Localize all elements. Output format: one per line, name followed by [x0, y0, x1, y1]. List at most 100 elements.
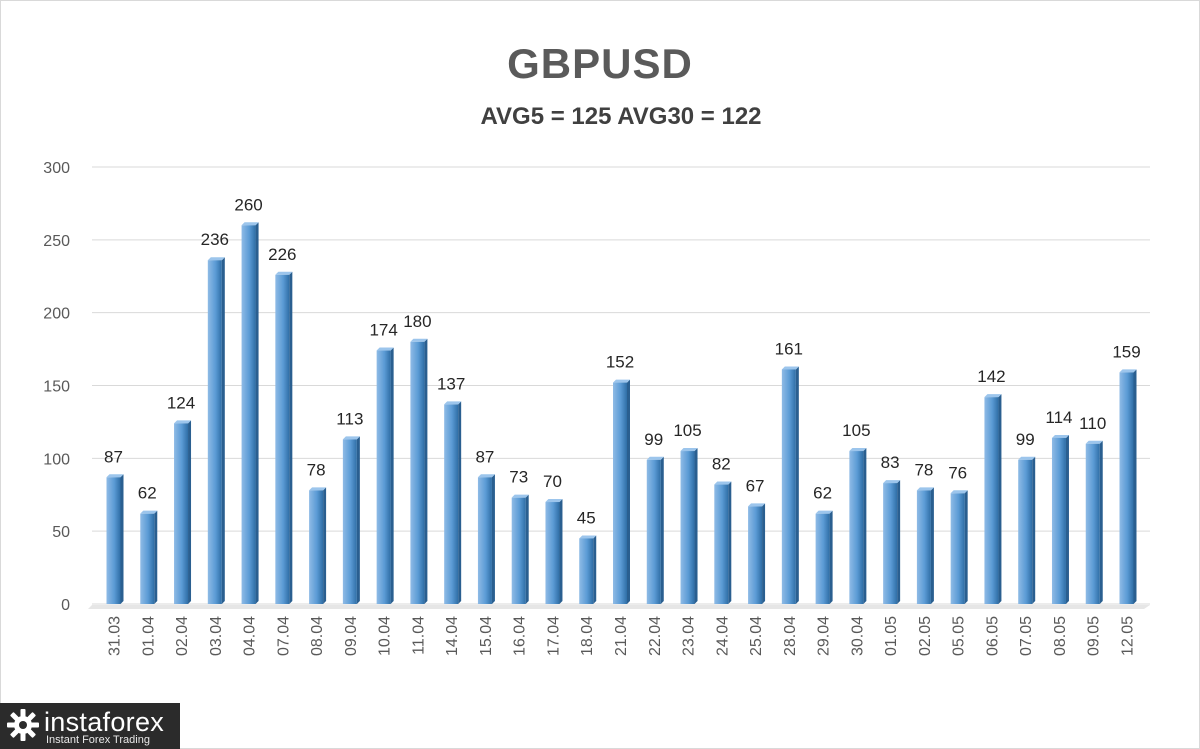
bar-top — [309, 487, 327, 491]
bar-side — [694, 448, 698, 604]
x-tick-label: 01.04 — [140, 616, 157, 656]
x-tick-label: 07.04 — [275, 616, 292, 656]
bar-side — [762, 503, 766, 604]
data-label: 62 — [138, 484, 157, 503]
bar-top — [781, 366, 799, 370]
bar — [140, 513, 155, 604]
bar — [1085, 443, 1100, 604]
x-tick-label: 08.05 — [1052, 616, 1069, 656]
x-tick-label: 29.04 — [816, 616, 833, 656]
bar-side — [458, 401, 462, 604]
chart-floor — [88, 605, 1150, 609]
x-tick-label: 30.04 — [849, 616, 866, 656]
bar-top — [444, 401, 462, 405]
y-tick-label: 150 — [43, 379, 70, 396]
bar — [680, 451, 695, 604]
bar-side — [221, 257, 225, 604]
data-label: 99 — [1016, 430, 1035, 449]
data-label: 114 — [1045, 408, 1072, 427]
y-tick-label: 300 — [43, 160, 70, 177]
data-label: 45 — [577, 508, 596, 527]
bar-top — [613, 379, 630, 383]
bar — [309, 490, 324, 604]
bar-top — [275, 271, 293, 275]
data-label: 137 — [437, 374, 465, 393]
bar — [950, 493, 965, 604]
x-tick-label: 21.04 — [613, 616, 630, 656]
chart-subtitle: AVG5 = 125 AVG30 = 122 — [480, 103, 762, 130]
bar — [984, 397, 999, 604]
data-label: 174 — [369, 321, 397, 340]
bar — [849, 451, 864, 604]
bar — [174, 423, 189, 604]
bar-side — [323, 487, 327, 604]
y-tick-label: 200 — [43, 306, 70, 323]
data-label: 105 — [673, 421, 701, 440]
data-label: 99 — [644, 430, 663, 449]
bar-top — [1119, 369, 1137, 373]
y-tick-label: 50 — [52, 524, 70, 541]
data-label: 76 — [948, 463, 967, 482]
bar — [646, 459, 661, 604]
data-label: 152 — [606, 353, 634, 372]
x-tick-label: 18.04 — [579, 616, 596, 656]
bar — [883, 483, 898, 604]
bar — [477, 477, 492, 604]
x-tick-label: 09.04 — [343, 616, 360, 656]
data-label: 87 — [475, 447, 494, 466]
bar-top — [477, 474, 495, 478]
x-tick-label: 23.04 — [681, 616, 698, 656]
x-tick-label: 01.05 — [883, 616, 900, 656]
x-tick-label: 28.04 — [782, 616, 799, 656]
bar-side — [964, 490, 968, 604]
bar — [1051, 437, 1066, 604]
bar-side — [897, 480, 901, 604]
y-tick-label: 100 — [43, 451, 70, 468]
x-tick-label: 06.05 — [984, 616, 1001, 656]
bar — [579, 538, 594, 604]
x-tick-label: 12.05 — [1120, 616, 1137, 656]
bar-side — [390, 347, 394, 604]
chart-title: GBPUSD — [507, 40, 693, 87]
bar — [815, 513, 830, 604]
bar — [545, 502, 560, 604]
bar-top — [883, 480, 901, 484]
bar-top — [680, 448, 698, 452]
bar-side — [154, 510, 158, 604]
bar-top — [579, 535, 597, 539]
bar-top — [241, 222, 259, 226]
x-tick-label: 03.04 — [208, 616, 225, 656]
x-tick-label: 15.04 — [478, 616, 495, 656]
bar-side — [255, 222, 259, 604]
bar — [342, 439, 357, 604]
x-tick-label: 04.04 — [242, 616, 259, 656]
x-tick-label: 09.05 — [1086, 616, 1103, 656]
bar — [410, 341, 425, 604]
bar-top — [140, 510, 158, 514]
data-label: 105 — [842, 421, 870, 440]
bar-side — [728, 481, 732, 604]
bar-top — [174, 420, 192, 424]
data-label: 110 — [1079, 414, 1106, 433]
data-label: 73 — [509, 468, 528, 487]
bar — [613, 382, 627, 604]
instaforex-logo: instaforex Instant Forex Trading — [0, 703, 180, 749]
data-label: 159 — [1112, 342, 1140, 361]
bar-top — [849, 448, 867, 452]
data-label: 180 — [403, 312, 431, 331]
x-tick-label: 16.04 — [512, 616, 529, 656]
bar-top — [1051, 434, 1069, 438]
data-label: 142 — [977, 367, 1005, 386]
bar-top — [511, 494, 529, 498]
x-tick-label: 10.04 — [377, 616, 394, 656]
logo-tagline: Instant Forex Trading — [46, 734, 150, 746]
bar-side — [1133, 369, 1137, 604]
data-label: 87 — [104, 447, 123, 466]
bar — [511, 497, 526, 604]
bar-side — [829, 510, 833, 604]
gear-icon — [7, 709, 39, 741]
data-label: 78 — [914, 460, 933, 479]
x-tick-label: 08.04 — [309, 616, 326, 656]
bar-top — [1085, 440, 1103, 444]
